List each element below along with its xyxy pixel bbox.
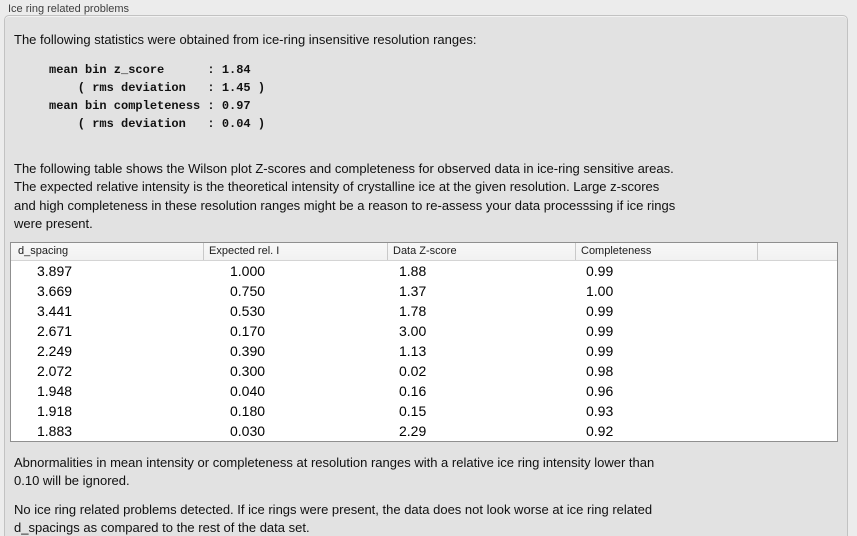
table-row[interactable]: 2.072 0.300 0.02 0.98 bbox=[11, 361, 837, 381]
table-cell bbox=[758, 361, 837, 381]
table-cell: 2.249 bbox=[37, 342, 73, 359]
table-cell: 0.92 bbox=[586, 422, 614, 439]
table-cell: 1.00 bbox=[586, 282, 614, 299]
table-cell: 3.897 bbox=[37, 262, 73, 279]
table-cell: 0.99 bbox=[586, 322, 614, 339]
table-row[interactable]: 2.671 0.170 3.00 0.99 bbox=[11, 321, 837, 341]
table-row[interactable]: 1.883 0.030 2.29 0.92 bbox=[11, 421, 837, 441]
table-cell: 1.13 bbox=[399, 342, 427, 359]
table-description-text: The following table shows the Wilson plo… bbox=[14, 160, 676, 232]
table-row[interactable]: 3.669 0.750 1.37 1.00 bbox=[11, 281, 837, 301]
table-cell: 0.750 bbox=[230, 282, 266, 299]
table-cell bbox=[758, 421, 837, 441]
group-box: The following statistics were obtained f… bbox=[4, 15, 848, 536]
ignore-note-text: Abnormalities in mean intensity or compl… bbox=[14, 454, 655, 489]
table-cell bbox=[758, 301, 837, 321]
table-cell: 1.948 bbox=[37, 382, 73, 399]
table-cell: 0.030 bbox=[230, 422, 266, 439]
table-cell: 1.000 bbox=[230, 262, 266, 279]
column-header-data-z-score[interactable]: Data Z-score bbox=[388, 242, 576, 260]
table-cell bbox=[758, 341, 837, 361]
table-row[interactable]: 1.948 0.040 0.16 0.96 bbox=[11, 381, 837, 401]
conclusion-text: No ice ring related problems detected. I… bbox=[14, 501, 653, 536]
table-cell: 0.96 bbox=[586, 382, 614, 399]
table-cell bbox=[758, 401, 837, 421]
table-cell: 2.671 bbox=[37, 322, 73, 339]
stats-block: mean bin z_score : 1.84 ( rms deviation … bbox=[49, 62, 266, 131]
table-cell: 0.15 bbox=[399, 402, 427, 419]
table-cell: 2.29 bbox=[399, 422, 427, 439]
table-cell: 0.390 bbox=[230, 342, 266, 359]
table-cell: 1.883 bbox=[37, 422, 73, 439]
table-cell: 2.072 bbox=[37, 362, 73, 379]
column-header-completeness[interactable]: Completeness bbox=[576, 242, 758, 260]
table-cell: 0.99 bbox=[586, 302, 614, 319]
table-cell bbox=[758, 381, 837, 401]
table-cell: 3.00 bbox=[399, 322, 427, 339]
table-cell: 3.669 bbox=[37, 282, 73, 299]
table-cell: 3.441 bbox=[37, 302, 73, 319]
ice-ring-table: d_spacing Expected rel. I Data Z-score C… bbox=[10, 241, 838, 442]
table-cell bbox=[758, 261, 837, 281]
table-cell: 1.37 bbox=[399, 282, 427, 299]
table-cell bbox=[758, 281, 837, 301]
table-cell: 1.78 bbox=[399, 302, 427, 319]
table-row[interactable]: 3.441 0.530 1.78 0.99 bbox=[11, 301, 837, 321]
table-cell: 0.93 bbox=[586, 402, 614, 419]
table-cell: 0.530 bbox=[230, 302, 266, 319]
table-row[interactable]: 3.897 1.000 1.88 0.99 bbox=[11, 261, 837, 281]
table-cell: 0.040 bbox=[230, 382, 266, 399]
panel-title: Ice ring related problems bbox=[8, 3, 130, 15]
table-header-row: d_spacing Expected rel. I Data Z-score C… bbox=[11, 242, 837, 261]
table-cell: 0.99 bbox=[586, 262, 614, 279]
stats-intro-text: The following statistics were obtained f… bbox=[14, 32, 477, 47]
column-header-d-spacing[interactable]: d_spacing bbox=[11, 242, 204, 260]
table-cell: 0.02 bbox=[399, 362, 427, 379]
column-header-filler bbox=[758, 243, 837, 260]
table-cell bbox=[758, 321, 837, 341]
table-cell: 0.99 bbox=[586, 342, 614, 359]
table-cell: 0.300 bbox=[230, 362, 266, 379]
table-row[interactable]: 1.918 0.180 0.15 0.93 bbox=[11, 401, 837, 421]
column-header-expected-rel-i[interactable]: Expected rel. I bbox=[204, 242, 388, 260]
table-cell: 0.180 bbox=[230, 402, 266, 419]
table-cell: 1.88 bbox=[399, 262, 427, 279]
table-cell: 1.918 bbox=[37, 402, 73, 419]
table-body: 3.897 1.000 1.88 0.99 3.669 0.750 1.37 1.00 3.44… bbox=[11, 261, 837, 441]
table-cell: 0.98 bbox=[586, 362, 614, 379]
table-cell: 0.170 bbox=[230, 322, 266, 339]
table-row[interactable]: 2.249 0.390 1.13 0.99 bbox=[11, 341, 837, 361]
table-cell: 0.16 bbox=[399, 382, 427, 399]
